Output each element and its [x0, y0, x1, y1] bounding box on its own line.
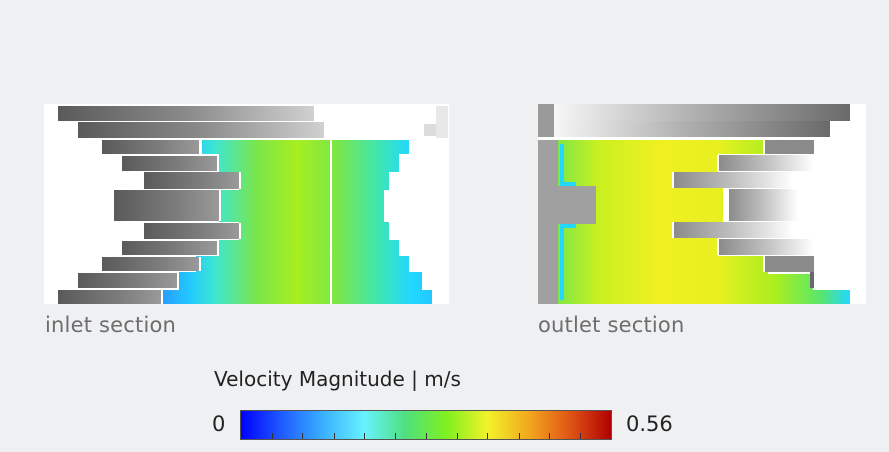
inlet-top-bar [78, 122, 324, 138]
inlet-left-bar [102, 140, 200, 154]
outlet-right-bar [718, 155, 814, 171]
inlet-section-label: inlet section [45, 313, 177, 337]
inlet-left-bar [144, 223, 240, 239]
outlet-right-bar [718, 239, 814, 255]
legend-title: Velocity Magnitude | m/s [214, 367, 461, 391]
colorbar-ticks [241, 433, 611, 439]
inlet-left-bar [144, 172, 240, 189]
legend-min-label: 0 [212, 412, 226, 436]
inlet-left-bar [114, 190, 220, 221]
legend-max-label: 0.56 [626, 412, 673, 436]
velocity-colorbar [240, 410, 612, 440]
inlet-left-bar [122, 156, 218, 171]
outlet-top-bar [538, 104, 850, 121]
inlet-flow-field [162, 140, 432, 304]
outlet-section-label: outlet section [538, 313, 685, 337]
outlet-right-bar [673, 172, 793, 188]
outlet-section-plot [538, 104, 866, 304]
inlet-left-bar [102, 257, 200, 271]
outlet-top-bar [538, 121, 830, 137]
outlet-right-bar [764, 256, 814, 272]
outlet-right-bar [728, 189, 798, 221]
outlet-right-bar [764, 140, 814, 154]
inlet-left-bar [58, 290, 162, 304]
inlet-left-bar [122, 241, 218, 255]
inlet-top-bar [58, 106, 314, 121]
outlet-left-wall [538, 140, 596, 304]
inlet-left-bar [78, 273, 178, 288]
inlet-section-plot [44, 104, 449, 304]
outlet-right-bar [673, 222, 793, 238]
